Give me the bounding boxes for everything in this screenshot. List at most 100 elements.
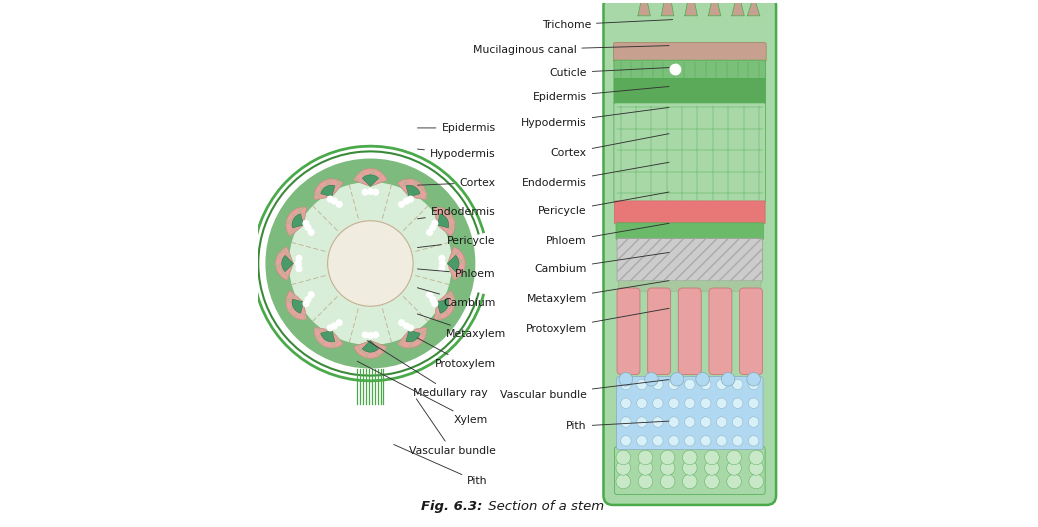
- FancyBboxPatch shape: [613, 42, 766, 62]
- Wedge shape: [275, 247, 293, 280]
- Polygon shape: [638, 0, 651, 16]
- Wedge shape: [398, 179, 427, 200]
- Circle shape: [367, 333, 374, 338]
- Circle shape: [308, 292, 315, 298]
- Circle shape: [636, 398, 647, 408]
- Circle shape: [682, 461, 698, 475]
- Text: Hypodermis: Hypodermis: [521, 108, 670, 128]
- Text: Endodermis: Endodermis: [417, 208, 495, 219]
- Circle shape: [749, 474, 764, 489]
- Wedge shape: [321, 185, 335, 197]
- Circle shape: [638, 461, 653, 475]
- FancyBboxPatch shape: [613, 79, 766, 104]
- Circle shape: [701, 436, 711, 446]
- Circle shape: [682, 450, 698, 465]
- Circle shape: [653, 436, 663, 446]
- Wedge shape: [315, 179, 344, 200]
- Circle shape: [653, 379, 663, 389]
- Text: Pericycle: Pericycle: [417, 236, 495, 248]
- FancyBboxPatch shape: [614, 446, 765, 494]
- Text: Cambium: Cambium: [417, 288, 495, 308]
- Circle shape: [671, 373, 684, 386]
- Text: Phloem: Phloem: [546, 223, 670, 246]
- Wedge shape: [434, 207, 455, 236]
- Circle shape: [727, 461, 741, 475]
- Polygon shape: [685, 0, 698, 16]
- Circle shape: [296, 261, 301, 266]
- Circle shape: [621, 379, 631, 389]
- Circle shape: [660, 450, 675, 465]
- Circle shape: [621, 398, 631, 408]
- Wedge shape: [362, 340, 379, 352]
- Circle shape: [432, 220, 438, 226]
- Circle shape: [432, 301, 438, 307]
- Text: Section of a stem: Section of a stem: [484, 500, 604, 513]
- Circle shape: [684, 379, 695, 389]
- Wedge shape: [447, 256, 459, 271]
- Circle shape: [748, 398, 759, 408]
- Circle shape: [727, 450, 741, 465]
- Wedge shape: [321, 330, 335, 342]
- Text: Vascular bundle: Vascular bundle: [409, 399, 495, 456]
- Circle shape: [636, 379, 647, 389]
- Circle shape: [660, 474, 675, 489]
- Circle shape: [748, 379, 759, 389]
- Circle shape: [296, 256, 302, 261]
- Circle shape: [404, 323, 409, 329]
- Circle shape: [373, 189, 379, 195]
- Wedge shape: [437, 299, 448, 313]
- Wedge shape: [434, 291, 455, 320]
- Circle shape: [427, 229, 433, 235]
- Wedge shape: [315, 327, 344, 348]
- Circle shape: [430, 297, 436, 302]
- Circle shape: [716, 379, 727, 389]
- Circle shape: [684, 398, 695, 408]
- Text: Medullary ray: Medullary ray: [367, 340, 488, 398]
- Circle shape: [408, 325, 413, 331]
- Circle shape: [367, 189, 374, 194]
- Polygon shape: [732, 0, 744, 16]
- Text: Pericycle: Pericycle: [538, 192, 670, 217]
- FancyBboxPatch shape: [617, 239, 763, 281]
- Circle shape: [668, 398, 679, 408]
- Wedge shape: [354, 340, 387, 358]
- Circle shape: [733, 398, 743, 408]
- Circle shape: [653, 417, 663, 427]
- Circle shape: [296, 266, 302, 271]
- Circle shape: [733, 436, 743, 446]
- Circle shape: [684, 436, 695, 446]
- Circle shape: [653, 398, 663, 408]
- Circle shape: [621, 436, 631, 446]
- Text: Hypodermis: Hypodermis: [417, 149, 495, 159]
- FancyBboxPatch shape: [613, 60, 766, 80]
- Circle shape: [638, 474, 653, 489]
- Circle shape: [748, 417, 759, 427]
- Circle shape: [727, 474, 741, 489]
- Circle shape: [645, 373, 658, 386]
- Circle shape: [749, 461, 764, 475]
- Polygon shape: [661, 0, 674, 16]
- Circle shape: [621, 417, 631, 427]
- FancyBboxPatch shape: [678, 288, 702, 375]
- Circle shape: [328, 221, 413, 306]
- Circle shape: [404, 198, 409, 204]
- Circle shape: [439, 256, 444, 261]
- FancyBboxPatch shape: [648, 288, 671, 375]
- Circle shape: [705, 461, 719, 475]
- Wedge shape: [406, 330, 420, 342]
- Circle shape: [362, 332, 368, 338]
- FancyBboxPatch shape: [613, 103, 766, 202]
- Circle shape: [638, 450, 653, 465]
- Wedge shape: [354, 169, 387, 187]
- Text: Trichome: Trichome: [542, 19, 673, 30]
- Circle shape: [399, 201, 405, 207]
- Circle shape: [682, 474, 698, 489]
- Text: Metaxylem: Metaxylem: [526, 281, 670, 304]
- FancyBboxPatch shape: [603, 0, 776, 505]
- Circle shape: [705, 474, 719, 489]
- Wedge shape: [362, 175, 379, 187]
- Circle shape: [616, 450, 631, 465]
- Text: Protoxylem: Protoxylem: [525, 308, 670, 334]
- Circle shape: [439, 266, 444, 271]
- Circle shape: [695, 373, 709, 386]
